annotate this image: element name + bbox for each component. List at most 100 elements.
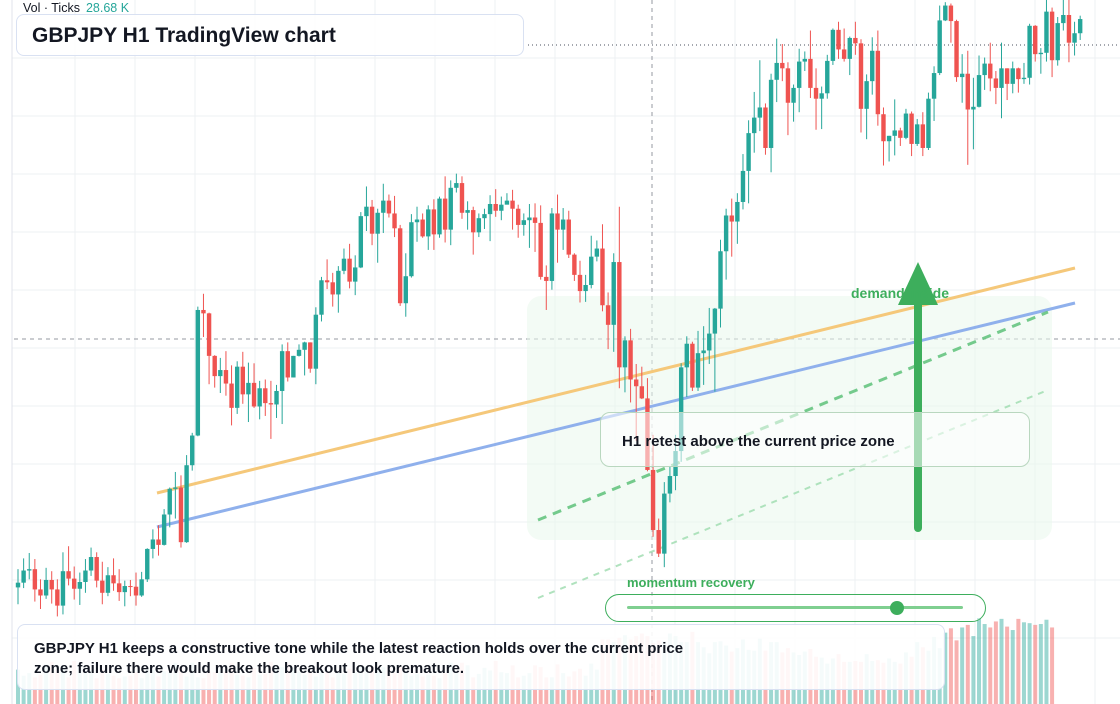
candle-body — [476, 218, 482, 233]
volume-bar — [313, 676, 318, 704]
candle-body — [21, 570, 26, 583]
candle-body — [15, 582, 21, 588]
candle-body — [780, 62, 785, 69]
candle-body — [954, 21, 959, 78]
candle-body — [1055, 23, 1060, 61]
volume-bar — [516, 677, 521, 704]
candle-body — [122, 586, 127, 593]
candle-body — [959, 73, 965, 78]
candle-body — [684, 343, 689, 368]
candle-body — [915, 124, 920, 144]
candle-body — [662, 493, 667, 554]
candle-body — [718, 251, 723, 309]
candle-body — [982, 63, 987, 76]
candle-body — [184, 465, 189, 543]
candle-body — [1072, 33, 1077, 43]
candle-body — [471, 210, 476, 233]
chart-title-box: GBPJPY H1 TradingView chart — [16, 14, 524, 56]
volume-bar — [195, 677, 200, 704]
candle-body — [364, 206, 369, 217]
candle-body — [454, 183, 459, 188]
candle-body — [729, 215, 734, 222]
volume-bar — [1010, 630, 1015, 704]
candle-body — [178, 487, 184, 543]
candle-body — [1077, 19, 1083, 34]
candle-body — [617, 262, 622, 368]
volume-bar — [566, 676, 571, 704]
candle-body — [791, 87, 796, 103]
candle-body — [223, 370, 229, 384]
candle-body — [510, 200, 515, 209]
candle-body — [841, 49, 847, 59]
candles — [15, 0, 1083, 617]
candle-body — [27, 569, 32, 571]
candle-body — [796, 61, 802, 88]
candle-body — [819, 93, 824, 99]
volume-bar — [1027, 623, 1032, 704]
candle-body — [369, 206, 375, 234]
retest-annotation: H1 retest above the current price zone — [600, 412, 1030, 467]
candle-body — [32, 569, 38, 590]
volume-bar — [977, 618, 982, 704]
candle-body — [926, 98, 931, 148]
candle-body — [341, 258, 347, 271]
candle-body — [763, 107, 768, 148]
candle-body — [881, 114, 886, 142]
candle-body — [257, 388, 262, 407]
candle-body — [313, 314, 319, 369]
volume-bar — [1021, 622, 1026, 704]
candle-body — [600, 248, 605, 306]
volume-bar — [960, 627, 965, 704]
candle-body — [465, 210, 470, 213]
candle-body — [442, 198, 448, 230]
candle-body — [128, 586, 133, 588]
volume-bar — [471, 677, 476, 704]
volume-bar — [420, 676, 425, 704]
candle-body — [296, 349, 302, 356]
chart-title: GBPJPY H1 TradingView chart — [32, 24, 336, 47]
candle-body — [285, 351, 290, 378]
volume-bar — [993, 621, 998, 704]
candle-body — [931, 73, 937, 99]
candle-body — [1061, 15, 1066, 24]
candle-body — [650, 469, 656, 531]
candle-body — [774, 62, 779, 80]
candle-body — [319, 280, 324, 315]
candle-body — [229, 383, 234, 408]
volume-bar — [965, 624, 970, 704]
candle-body — [459, 183, 465, 213]
candle-body — [38, 589, 43, 596]
candle-body — [892, 130, 897, 136]
volume-bar — [32, 677, 37, 704]
candle-body — [634, 379, 639, 387]
volume-bar — [1050, 627, 1055, 704]
candle-body — [948, 5, 954, 22]
candle-body — [1049, 11, 1055, 61]
volume-bar — [943, 632, 948, 704]
demand-arrow-head — [898, 262, 938, 305]
candle-body — [752, 117, 757, 134]
candle-body — [830, 29, 836, 61]
momentum-slider[interactable] — [605, 594, 986, 622]
candle-body — [88, 557, 94, 571]
candle-body — [746, 133, 751, 171]
candle-body — [555, 213, 560, 230]
candle-body — [813, 87, 819, 99]
candle-body — [875, 50, 881, 115]
candle-body — [167, 488, 172, 515]
candle-body — [527, 217, 532, 221]
candle-body — [173, 487, 178, 489]
momentum-slider-thumb[interactable] — [890, 601, 905, 615]
candle-body — [594, 248, 600, 257]
volume-bar — [122, 676, 127, 704]
candle-body — [920, 124, 926, 148]
candle-body — [161, 514, 167, 545]
candle-body — [639, 386, 645, 399]
candle-body — [532, 217, 538, 223]
candle-body — [420, 219, 425, 237]
volume-bar — [246, 677, 251, 704]
candle-body — [381, 200, 386, 213]
candle-body — [358, 216, 364, 268]
volume-bar — [544, 677, 549, 704]
candle-body — [628, 340, 633, 380]
